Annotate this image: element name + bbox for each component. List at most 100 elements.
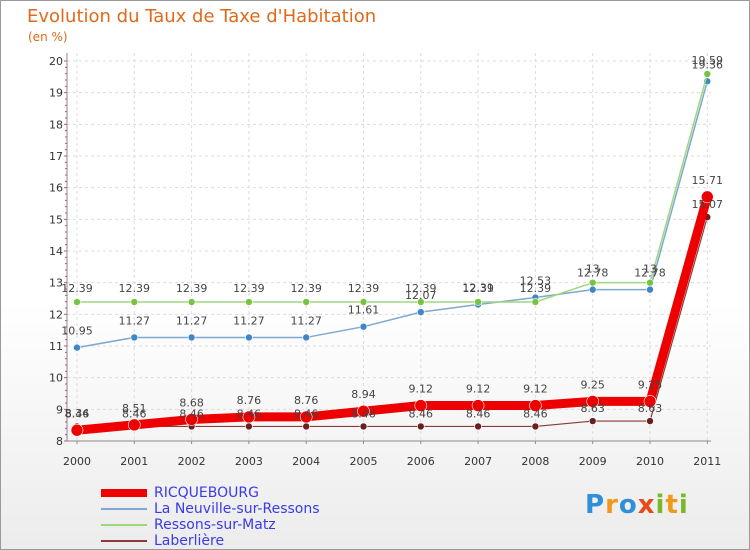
y-tick-label: 19 [49, 87, 63, 100]
data-point [588, 278, 597, 287]
series-line [77, 216, 708, 428]
data-label: 8.63 [638, 402, 663, 415]
data-point [242, 410, 256, 424]
data-label: 12.39 [405, 282, 437, 295]
series-line [76, 81, 709, 349]
data-label: 15.71 [692, 174, 724, 187]
y-tick-label: 14 [49, 245, 63, 258]
y-tick-label: 17 [49, 150, 63, 163]
data-label: 12.39 [462, 282, 494, 295]
data-label: 15.07 [692, 198, 724, 211]
data-point [646, 417, 654, 425]
x-tick-label: 2010 [636, 455, 664, 468]
data-label: 13 [643, 263, 657, 276]
data-label: 10.95 [61, 325, 93, 338]
data-label: 12.39 [520, 282, 552, 295]
data-label: 9.12 [523, 383, 548, 396]
data-label: 12.39 [233, 282, 265, 295]
data-label: 11.27 [290, 314, 322, 327]
data-label: 19.59 [692, 54, 724, 67]
data-point [588, 417, 597, 425]
data-label: 8.34 [65, 407, 90, 420]
y-tick-label: 18 [49, 118, 63, 131]
data-label: 8.46 [65, 407, 90, 420]
legend-swatch [101, 508, 147, 510]
data-label: 11.27 [119, 314, 151, 327]
data-label: 9.25 [580, 378, 605, 391]
x-tick-label: 2003 [235, 455, 263, 468]
y-tick-label: 12 [49, 308, 63, 321]
series-line [77, 73, 709, 303]
chart-subtitle: (en %) [28, 30, 68, 44]
data-point [73, 343, 81, 352]
data-label: 8.63 [580, 402, 605, 415]
data-label: 8.46 [523, 407, 548, 420]
data-point [531, 298, 540, 306]
data-point [73, 298, 81, 306]
legend-label: La Neuville-sur-Ressons [154, 501, 320, 517]
x-tick-label: 2001 [120, 455, 148, 468]
data-point [185, 413, 198, 426]
data-label: 8.46 [122, 407, 147, 420]
data-label: 12.07 [405, 289, 437, 302]
data-point [299, 410, 313, 424]
data-point [187, 298, 196, 306]
data-point [245, 422, 253, 431]
data-point [302, 422, 311, 431]
data-label: 11.61 [348, 304, 380, 317]
y-tick-label: 10 [49, 372, 63, 385]
data-label: 9.25 [638, 378, 663, 391]
data-label: 12.39 [348, 282, 380, 295]
data-label: 12.31 [462, 282, 494, 295]
legend-label: RICQUEBOURG [154, 485, 259, 501]
data-point [70, 423, 84, 437]
x-tick-label: 2007 [464, 455, 492, 468]
data-point [646, 278, 654, 287]
x-tick-label: 2002 [178, 455, 206, 468]
data-point [130, 333, 139, 342]
data-label: 9.12 [466, 383, 491, 396]
legend-label: Ressons-sur-Matz [154, 517, 276, 533]
data-point [187, 333, 196, 342]
y-tick-label: 13 [49, 277, 63, 290]
data-point [357, 404, 370, 418]
data-point [302, 333, 311, 342]
data-label: 11.27 [176, 314, 208, 327]
legend-label: Laberlière [154, 533, 225, 549]
data-label: 8.76 [294, 394, 319, 407]
data-label: 12.78 [634, 267, 666, 280]
data-label: 8.46 [466, 407, 491, 420]
data-label: 8.46 [179, 407, 204, 420]
y-tick-label: 16 [49, 182, 63, 195]
data-label: 12.39 [176, 282, 208, 295]
data-point [416, 298, 425, 306]
data-label: 8.46 [294, 407, 319, 420]
data-point [646, 285, 654, 294]
data-point [245, 333, 253, 342]
data-point [588, 285, 597, 294]
data-point [586, 395, 600, 408]
data-point [474, 422, 482, 431]
data-label: 8.46 [351, 407, 376, 420]
data-label: 12.53 [520, 275, 552, 288]
data-label: 8.68 [179, 396, 204, 409]
data-point [643, 395, 657, 408]
x-tick-label: 2011 [693, 455, 721, 468]
data-point [703, 70, 712, 78]
data-point [474, 298, 482, 306]
data-point [529, 399, 542, 412]
y-tick-label: 15 [49, 213, 63, 226]
y-tick-label: 8 [56, 435, 63, 448]
data-label: 13 [586, 263, 600, 276]
x-tick-label: 2009 [579, 455, 607, 468]
legend-swatch [101, 540, 147, 542]
x-tick-label: 2006 [407, 455, 435, 468]
data-label: 9.12 [409, 383, 434, 396]
y-tick-label: 9 [56, 403, 63, 416]
x-tick-label: 2008 [521, 455, 549, 468]
legend-swatch [101, 489, 147, 497]
data-point [359, 298, 368, 306]
data-point [414, 399, 428, 412]
data-label: 8.94 [351, 388, 376, 401]
